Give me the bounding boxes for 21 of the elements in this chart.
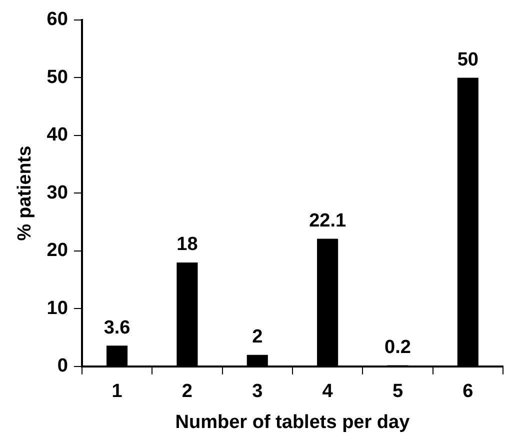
y-tick-label: 20	[46, 240, 68, 262]
data-label: 0.2	[384, 336, 411, 358]
x-tick-label: 2	[182, 381, 192, 402]
x-axis-title: Number of tablets per day	[175, 412, 410, 433]
data-label: 3.6	[104, 317, 130, 338]
y-tick-label: 50	[46, 66, 68, 88]
y-tick-label: 10	[46, 298, 68, 319]
y-axis-title: % patients	[14, 146, 36, 241]
x-tick-label: 4	[322, 381, 334, 402]
y-tick-label: 30	[46, 182, 68, 204]
y-tick-label: 60	[46, 9, 68, 30]
x-tick-label: 3	[252, 381, 263, 402]
data-label: 22.1	[309, 210, 346, 232]
x-tick-label: 5	[392, 381, 404, 402]
x-tick-label: 1	[112, 381, 123, 402]
y-tick-label: 0	[57, 356, 68, 377]
x-tick-label: 6	[462, 381, 474, 402]
data-label: 2	[252, 326, 263, 348]
data-label: 18	[176, 234, 198, 256]
data-label: 50	[457, 49, 478, 70]
y-tick-label: 40	[46, 124, 68, 146]
